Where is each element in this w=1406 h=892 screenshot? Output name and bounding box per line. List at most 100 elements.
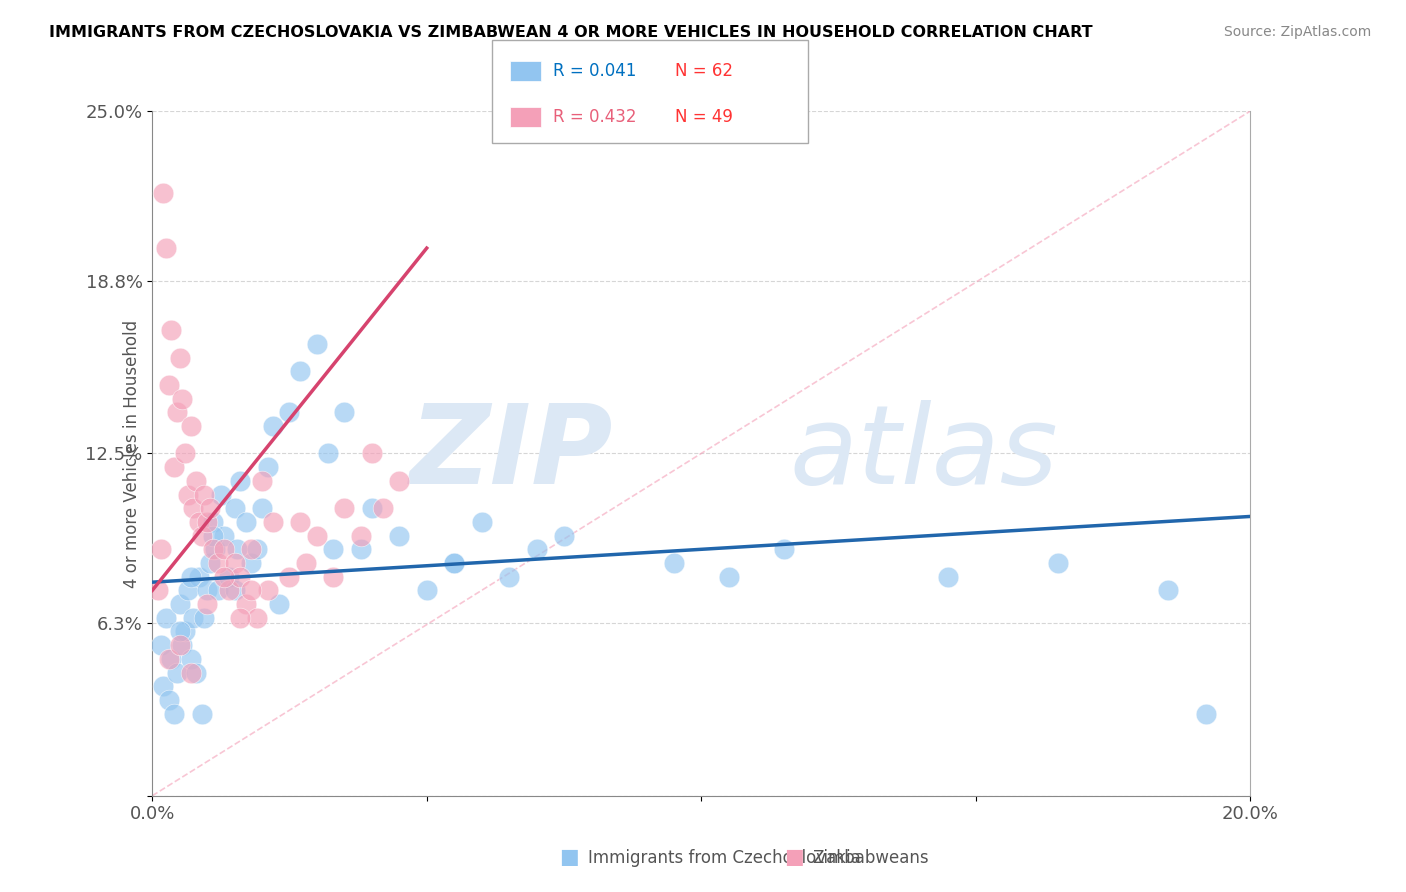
- Point: [157, 693, 180, 707]
- Point: [250, 474, 273, 488]
- Point: [198, 501, 221, 516]
- Point: [717, 570, 740, 584]
- Point: [177, 583, 200, 598]
- Point: [169, 624, 191, 639]
- Point: [201, 542, 224, 557]
- Point: [149, 542, 172, 557]
- Point: [169, 638, 191, 652]
- Point: [186, 665, 208, 680]
- Point: [526, 542, 548, 557]
- Point: [245, 611, 267, 625]
- Point: [177, 487, 200, 501]
- Point: [662, 556, 685, 570]
- Text: IMMIGRANTS FROM CZECHOSLOVAKIA VS ZIMBABWEAN 4 OR MORE VEHICLES IN HOUSEHOLD COR: IMMIGRANTS FROM CZECHOSLOVAKIA VS ZIMBAB…: [49, 25, 1092, 40]
- Point: [212, 528, 235, 542]
- Point: [163, 706, 186, 721]
- Point: [322, 542, 344, 557]
- Point: [195, 597, 218, 611]
- Point: [160, 652, 183, 666]
- Point: [152, 679, 174, 693]
- Point: [290, 515, 312, 529]
- Point: [498, 570, 520, 584]
- Point: [305, 337, 328, 351]
- Y-axis label: 4 or more Vehicles in Household: 4 or more Vehicles in Household: [124, 319, 141, 588]
- Point: [160, 323, 183, 337]
- Point: [443, 556, 465, 570]
- Point: [172, 638, 194, 652]
- Text: Zimbabweans: Zimbabweans: [813, 849, 929, 867]
- Point: [235, 515, 257, 529]
- Point: [157, 652, 180, 666]
- Text: N = 49: N = 49: [675, 108, 733, 126]
- Point: [180, 665, 202, 680]
- Point: [195, 583, 218, 598]
- Point: [187, 515, 209, 529]
- Point: [183, 501, 205, 516]
- Point: [209, 487, 232, 501]
- Point: [278, 570, 301, 584]
- Point: [195, 515, 218, 529]
- Point: [169, 351, 191, 365]
- Point: [235, 597, 257, 611]
- Text: N = 62: N = 62: [675, 62, 733, 80]
- Point: [262, 419, 284, 434]
- Text: Immigrants from Czechoslovakia: Immigrants from Czechoslovakia: [588, 849, 860, 867]
- Point: [229, 474, 252, 488]
- Point: [1046, 556, 1069, 570]
- Point: [772, 542, 794, 557]
- Point: [166, 405, 188, 419]
- Point: [360, 446, 382, 460]
- Text: ■: ■: [785, 847, 804, 867]
- Point: [201, 528, 224, 542]
- Point: [212, 542, 235, 557]
- Point: [190, 528, 212, 542]
- Point: [180, 419, 202, 434]
- Point: [1157, 583, 1180, 598]
- Point: [262, 515, 284, 529]
- Point: [229, 570, 252, 584]
- Point: [193, 487, 215, 501]
- Point: [166, 665, 188, 680]
- Point: [193, 611, 215, 625]
- Point: [172, 392, 194, 406]
- Point: [245, 542, 267, 557]
- Point: [226, 542, 249, 557]
- Point: [360, 501, 382, 516]
- Point: [186, 474, 208, 488]
- Point: [146, 583, 169, 598]
- Point: [187, 570, 209, 584]
- Point: [371, 501, 394, 516]
- Point: [416, 583, 439, 598]
- Point: [316, 446, 339, 460]
- Point: [267, 597, 290, 611]
- Point: [174, 624, 197, 639]
- Point: [471, 515, 494, 529]
- Point: [278, 405, 301, 419]
- Point: [180, 652, 202, 666]
- Point: [152, 186, 174, 201]
- Point: [183, 611, 205, 625]
- Point: [155, 241, 177, 255]
- Point: [256, 583, 278, 598]
- Point: [155, 611, 177, 625]
- Point: [936, 570, 959, 584]
- Point: [207, 556, 229, 570]
- Point: [224, 501, 246, 516]
- Point: [229, 611, 252, 625]
- Point: [240, 583, 263, 598]
- Point: [157, 378, 180, 392]
- Point: [388, 474, 411, 488]
- Point: [250, 501, 273, 516]
- Text: atlas: atlas: [789, 400, 1057, 507]
- Text: R = 0.041: R = 0.041: [553, 62, 636, 80]
- Point: [350, 542, 373, 557]
- Point: [163, 460, 186, 475]
- Point: [350, 528, 373, 542]
- Point: [240, 542, 263, 557]
- Point: [201, 515, 224, 529]
- Point: [305, 528, 328, 542]
- Point: [240, 556, 263, 570]
- Point: [149, 638, 172, 652]
- Point: [169, 597, 191, 611]
- Point: [207, 583, 229, 598]
